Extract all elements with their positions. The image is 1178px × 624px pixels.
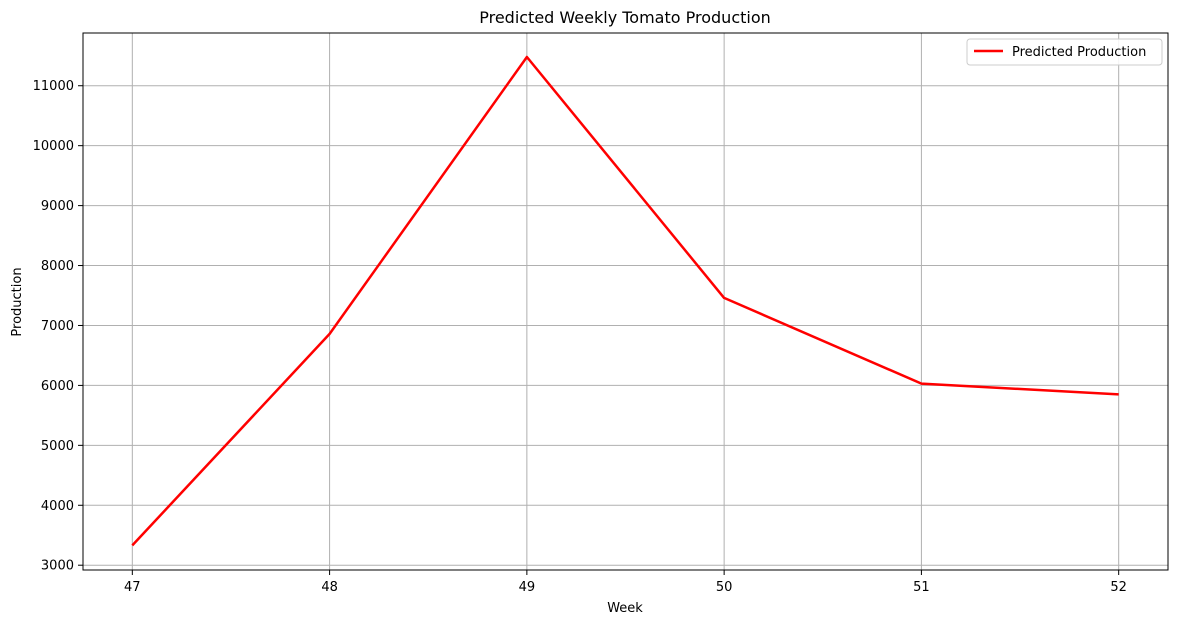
chart-title: Predicted Weekly Tomato Production (479, 8, 771, 27)
data-point (525, 55, 529, 59)
data-point (1117, 392, 1121, 396)
y-tick-label: 11000 (33, 79, 74, 94)
y-tick-label: 3000 (41, 559, 74, 574)
data-point (328, 332, 332, 336)
x-axis-label: Week (607, 601, 643, 616)
y-tick-label: 4000 (41, 499, 74, 514)
y-tick-label: 9000 (41, 199, 74, 214)
x-tick-label: 51 (913, 580, 930, 595)
y-tick-label: 7000 (41, 319, 74, 334)
grid (83, 33, 1168, 570)
x-tick-label: 48 (321, 580, 338, 595)
plot-area-frame (82, 32, 1169, 571)
y-tick-label: 10000 (33, 139, 74, 154)
x-tick-label: 52 (1110, 580, 1127, 595)
data-point (919, 382, 923, 386)
legend: Predicted Production (966, 38, 1163, 66)
x-axis-ticks: 47 48 49 50 51 52 (124, 570, 1127, 595)
y-tick-label: 5000 (41, 439, 74, 454)
y-axis-label: Production (10, 267, 25, 336)
series-layer (130, 55, 1121, 547)
legend-label: Predicted Production (1012, 45, 1146, 60)
x-tick-label: 49 (519, 580, 536, 595)
series-line-predicted-production (131, 55, 1119, 547)
y-axis-ticks: 3000 4000 5000 6000 7000 8000 9000 10000 11000 (33, 79, 83, 574)
y-tick-label: 6000 (41, 379, 74, 394)
y-tick-label: 8000 (41, 259, 74, 274)
x-tick-label: 47 (124, 580, 141, 595)
legend-box (966, 38, 1163, 66)
data-point (130, 543, 134, 547)
data-point (722, 296, 726, 300)
x-tick-label: 50 (716, 580, 733, 595)
